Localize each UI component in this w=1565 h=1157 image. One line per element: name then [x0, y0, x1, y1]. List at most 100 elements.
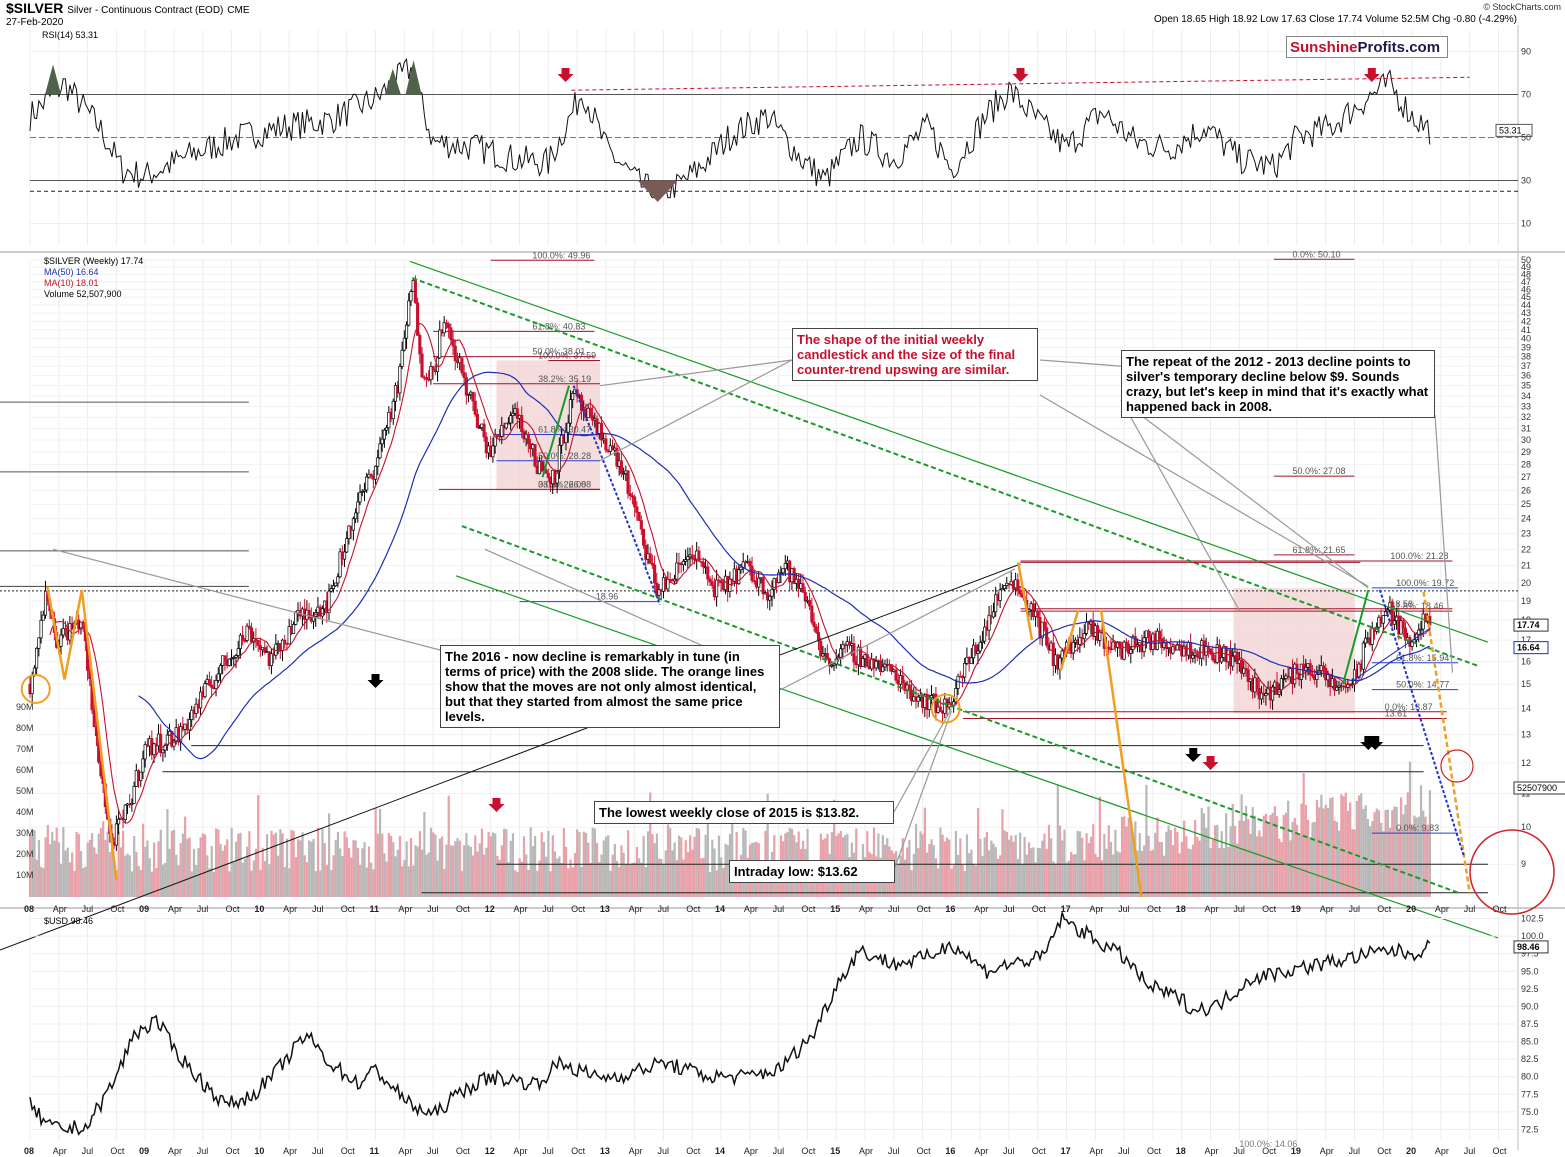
volume-bar	[159, 829, 162, 897]
candle-body	[327, 590, 331, 614]
candle-body	[500, 425, 504, 437]
volume-bar	[133, 835, 136, 897]
candle-body	[557, 444, 561, 472]
candle-body	[1310, 674, 1314, 677]
volume-bar	[416, 846, 419, 897]
candle-body	[232, 657, 236, 659]
volume-bar	[633, 862, 636, 897]
volume-bar	[1322, 808, 1325, 897]
x-tick-label: 10	[254, 1146, 264, 1156]
price-series	[28, 275, 1432, 851]
volume-bar	[263, 861, 266, 897]
volume-bar	[1081, 837, 1084, 897]
orange-analog-line	[1099, 610, 1143, 898]
volume-bar	[1171, 845, 1175, 897]
volume-bar	[181, 833, 185, 897]
x-tick-label: 17	[1061, 1146, 1071, 1156]
annotation-connector	[779, 568, 1016, 691]
volume-bar	[1256, 836, 1259, 897]
volume-bar	[186, 838, 189, 897]
volume-bar	[1216, 824, 1219, 897]
x-tick-label: Apr	[398, 904, 412, 914]
candle-body	[369, 473, 373, 477]
x-tick-label: Oct	[226, 904, 241, 914]
candle-body	[447, 323, 451, 329]
candle-body	[1082, 633, 1086, 640]
price-tick-label: 9	[1521, 859, 1526, 869]
price-tick-label: 31	[1521, 423, 1531, 433]
annotation-lowest-close: The lowest weekly close of 2015 is $13.8…	[594, 801, 894, 824]
candle-body	[644, 544, 648, 560]
green-upswing-line	[541, 385, 570, 478]
price-tick-label: 42	[1521, 316, 1531, 326]
annotation-intraday-low: Intraday low: $13.62	[729, 860, 895, 883]
annotation-connector	[893, 708, 952, 813]
rsi-last-value-box	[1495, 123, 1533, 137]
candle-body	[420, 353, 424, 378]
volume-bar	[460, 871, 464, 897]
candle-body	[1060, 650, 1064, 659]
price-tick-label: 48	[1521, 269, 1531, 279]
x-tick-label: Jul	[773, 904, 785, 914]
volume-bar	[726, 845, 729, 897]
candle-body	[622, 472, 626, 475]
volume-bar	[119, 847, 123, 897]
volume-bar	[232, 862, 235, 897]
candle-body	[35, 648, 39, 669]
volume-bar	[1112, 854, 1115, 897]
candle-body	[1383, 611, 1388, 616]
volume-bar	[631, 862, 634, 897]
volume-bar	[1125, 826, 1128, 897]
x-tick-label: Oct	[110, 1146, 125, 1156]
x-tick-label: Apr	[744, 904, 758, 914]
volume-bar	[596, 842, 599, 897]
down-arrow-icon	[1363, 68, 1380, 82]
candle-body	[934, 693, 938, 713]
volume-bar	[706, 822, 709, 897]
candle-body	[739, 566, 743, 571]
x-tick-label: Jul	[888, 1146, 900, 1156]
rsi-panel	[29, 51, 1533, 224]
x-tick-label: Oct	[917, 1146, 932, 1156]
candle-body	[449, 327, 453, 340]
candle-body	[976, 650, 980, 654]
volume-bar	[312, 839, 315, 897]
candle-body	[969, 657, 973, 664]
candle-body	[750, 565, 754, 581]
x-tick-label: Apr	[629, 904, 643, 914]
candle-body	[748, 560, 752, 567]
candle-body	[1417, 629, 1421, 635]
price-tick-label: 28	[1521, 459, 1531, 469]
volume-bar	[365, 867, 368, 897]
volume-bar	[1014, 834, 1017, 897]
volume-bar	[199, 837, 202, 897]
sunshine-profits-logo[interactable]: SunshineProfits.com	[1286, 36, 1448, 58]
price-tick-label: 40	[1521, 334, 1531, 344]
candle-body	[701, 561, 705, 568]
rsi-tick-label: 70	[1521, 90, 1531, 100]
volume-bar	[627, 830, 630, 897]
annotation-connector	[1120, 399, 1369, 589]
candle-body	[1419, 628, 1423, 631]
candle-body	[165, 734, 169, 746]
volume-bar	[593, 828, 597, 897]
volume-label: Volume 52,507,900	[44, 289, 122, 299]
candle-body	[418, 335, 422, 355]
volume-bar	[336, 831, 340, 897]
volume-bar	[560, 863, 563, 897]
volume-bar	[483, 854, 486, 897]
candle-body	[362, 489, 367, 492]
logo-part2: Profits.com	[1357, 39, 1441, 56]
usd-tick-label: 85.0	[1521, 1037, 1539, 1047]
volume-bar	[509, 840, 512, 897]
candle-body	[681, 561, 685, 566]
candle-body	[619, 460, 623, 475]
volume-bar	[141, 823, 145, 897]
volume-bar	[401, 866, 404, 897]
volume-bar	[1353, 829, 1356, 897]
x-tick-label: 20	[1406, 1146, 1416, 1156]
volume-bar	[1107, 825, 1110, 897]
volume-bar	[1007, 839, 1011, 897]
volume-bar	[436, 860, 439, 897]
volume-bar	[1222, 848, 1226, 897]
